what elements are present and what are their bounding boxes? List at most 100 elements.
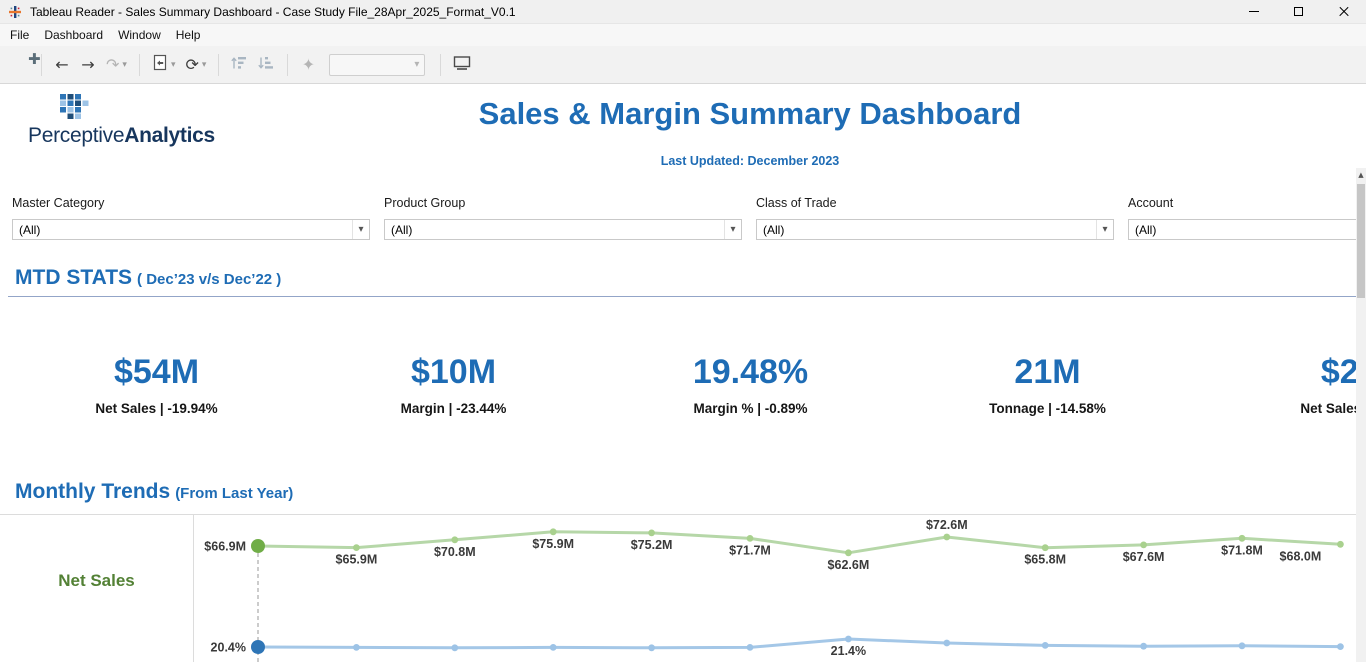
filter-label: Account <box>1128 196 1174 210</box>
close-button[interactable] <box>1321 0 1366 23</box>
kpi-margin: $10M Margin | -23.44% <box>305 352 602 416</box>
sort-descending-button[interactable] <box>253 51 280 79</box>
filter-label: Master Category <box>12 196 105 210</box>
kpi-value: $54M <box>113 353 200 391</box>
chart-column-divider <box>193 515 194 662</box>
logo-grid-icon <box>60 94 89 119</box>
dashboard-title: Sales & Margin Summary Dashboard <box>478 96 1022 131</box>
net-sales-row-label: Net Sales <box>58 571 135 590</box>
presentation-mode-button[interactable] <box>448 51 476 79</box>
svg-text:$71.8M: $71.8M <box>1221 543 1263 557</box>
kpi-net-sales: $54M Net Sales | -19.94% <box>8 352 305 416</box>
chevron-down-icon: ▾ <box>122 59 127 70</box>
filter-dropdown-account[interactable]: (All) ▾ <box>1128 219 1366 240</box>
toolbar-separator <box>440 53 442 76</box>
menu-help[interactable]: Help <box>175 28 201 42</box>
toolbar-separator <box>218 53 220 76</box>
filter-dropdown-master-category[interactable]: (All) ▾ <box>12 219 370 240</box>
maximize-button[interactable] <box>1276 0 1321 23</box>
svg-text:$65.8M: $65.8M <box>1024 553 1066 567</box>
back-button[interactable]: ← <box>49 51 75 79</box>
menu-window[interactable]: Window <box>118 28 161 42</box>
svg-text:20.4%: 20.4% <box>211 641 246 655</box>
sort-ascending-button[interactable] <box>226 51 253 79</box>
kpi-value: 19.48% <box>692 353 809 391</box>
menu-dashboard[interactable]: Dashboard <box>44 28 104 42</box>
trend-line-chart[interactable]: $66.9M $65.9M $70.8M $75.9M $75.2M $71.7M $62.… <box>193 515 1366 662</box>
redo-button[interactable]: ↷ ▾ <box>101 51 132 79</box>
filter-value: (All) <box>19 222 41 237</box>
kpi-label: Net Sales/Ton <box>1300 401 1366 416</box>
tableau-reader-icon <box>8 4 24 20</box>
kpi-label: Margin % | -0.89% <box>693 401 808 416</box>
toolbar-separator <box>138 53 140 76</box>
filter-account: Account (All) ▾ <box>1128 196 1366 240</box>
svg-text:$67.6M: $67.6M <box>1123 550 1165 564</box>
chevron-down-icon[interactable]: ▾ <box>352 220 369 239</box>
svg-text:21.4%: 21.4% <box>831 644 866 658</box>
redo-icon: ↷ <box>106 54 120 74</box>
window-title: Tableau Reader - Sales Summary Dashboard… <box>30 4 516 19</box>
filter-dropdown-class-of-trade[interactable]: (All) ▾ <box>756 219 1114 240</box>
filter-master-category: Master Category (All) ▾ <box>12 196 384 240</box>
dashboard-content: PerceptiveAnalytics Sales & Margin Summa… <box>0 84 1366 662</box>
dashboard-canvas: PerceptiveAnalytics Sales & Margin Summa… <box>0 84 1366 662</box>
section-divider <box>8 296 1366 297</box>
svg-text:$70.8M: $70.8M <box>434 545 476 559</box>
kpi-value: 21M <box>1014 353 1081 391</box>
toolbar: ✚ ← → ↷ ▾ ▾ ⟳ ▾ <box>0 46 1366 84</box>
filter-value: (All) <box>1135 222 1157 237</box>
kpi-value: $2. <box>1320 353 1366 391</box>
filter-dropdown-product-group[interactable]: (All) ▾ <box>384 219 742 240</box>
kpi-label: Net Sales | -19.94% <box>95 401 218 416</box>
chevron-down-icon[interactable]: ▾ <box>724 220 741 239</box>
filter-label: Product Group <box>384 196 466 210</box>
sort-ascending-icon <box>231 55 248 75</box>
kpi-row: $54M Net Sales | -19.94% $10M Margin | -… <box>8 352 1366 416</box>
svg-text:$66.9M: $66.9M <box>204 540 246 554</box>
back-icon: ← <box>55 54 69 74</box>
scroll-up-arrow-icon[interactable]: ▲ <box>1358 171 1364 179</box>
perceptive-analytics-logo: PerceptiveAnalytics <box>28 90 248 150</box>
sort-descending-icon <box>258 55 275 75</box>
svg-text:$75.9M: $75.9M <box>532 537 574 551</box>
forward-icon: → <box>81 54 95 74</box>
svg-text:$65.9M: $65.9M <box>336 553 378 567</box>
titlebar: Tableau Reader - Sales Summary Dashboard… <box>0 0 1366 24</box>
chevron-down-icon: ▾ <box>201 59 207 70</box>
revert-button[interactable]: ▾ <box>147 51 181 79</box>
svg-text:$72.6M: $72.6M <box>926 518 968 532</box>
scrollbar-thumb[interactable] <box>1357 184 1365 298</box>
filter-label: Class of Trade <box>756 196 837 210</box>
toolbar-separator <box>287 53 289 76</box>
filter-product-group: Product Group (All) ▾ <box>384 196 756 240</box>
refresh-button[interactable]: ⟳ ▾ <box>180 51 211 79</box>
tableau-logo-icon: ✚ <box>28 50 41 68</box>
refresh-icon: ⟳ <box>185 54 199 74</box>
filter-value: (All) <box>391 222 413 237</box>
highlight-button[interactable]: ✦ <box>295 51 321 79</box>
maximize-icon <box>1294 7 1303 16</box>
last-updated-text: Last Updated: December 2023 <box>660 154 840 168</box>
svg-text:$75.2M: $75.2M <box>631 538 673 552</box>
menubar: File Dashboard Window Help <box>0 24 1366 46</box>
kpi-net-sales-per-ton: $2. Net Sales/Ton <box>1196 352 1366 416</box>
monthly-trends-heading: Monthly Trends (From Last Year) <box>15 480 294 503</box>
menu-file[interactable]: File <box>10 28 30 42</box>
vertical-scrollbar[interactable]: ▲ <box>1356 168 1366 662</box>
svg-text:$68.0M: $68.0M <box>1280 549 1322 563</box>
view-selector[interactable]: ▾ <box>329 53 426 76</box>
chevron-down-icon: ▾ <box>414 59 420 70</box>
window-controls <box>1231 0 1366 23</box>
svg-text:$62.6M: $62.6M <box>828 558 870 572</box>
forward-button[interactable]: → <box>75 51 101 79</box>
minimize-button[interactable] <box>1231 0 1276 23</box>
filter-row: Master Category (All) ▾ Product Group (A… <box>12 196 1366 240</box>
filter-value: (All) <box>763 222 785 237</box>
monthly-trends-chart[interactable]: Net Sales $66.9M $65.9M $70.8M $75.9M $75.2M… <box>0 515 1366 662</box>
chevron-down-icon[interactable]: ▾ <box>1096 220 1113 239</box>
mtd-stats-heading: MTD STATS( Dec’23 v/s Dec’22 ) <box>15 266 282 289</box>
logo-text: PerceptiveAnalytics <box>28 124 215 147</box>
kpi-value: $10M <box>410 353 497 391</box>
